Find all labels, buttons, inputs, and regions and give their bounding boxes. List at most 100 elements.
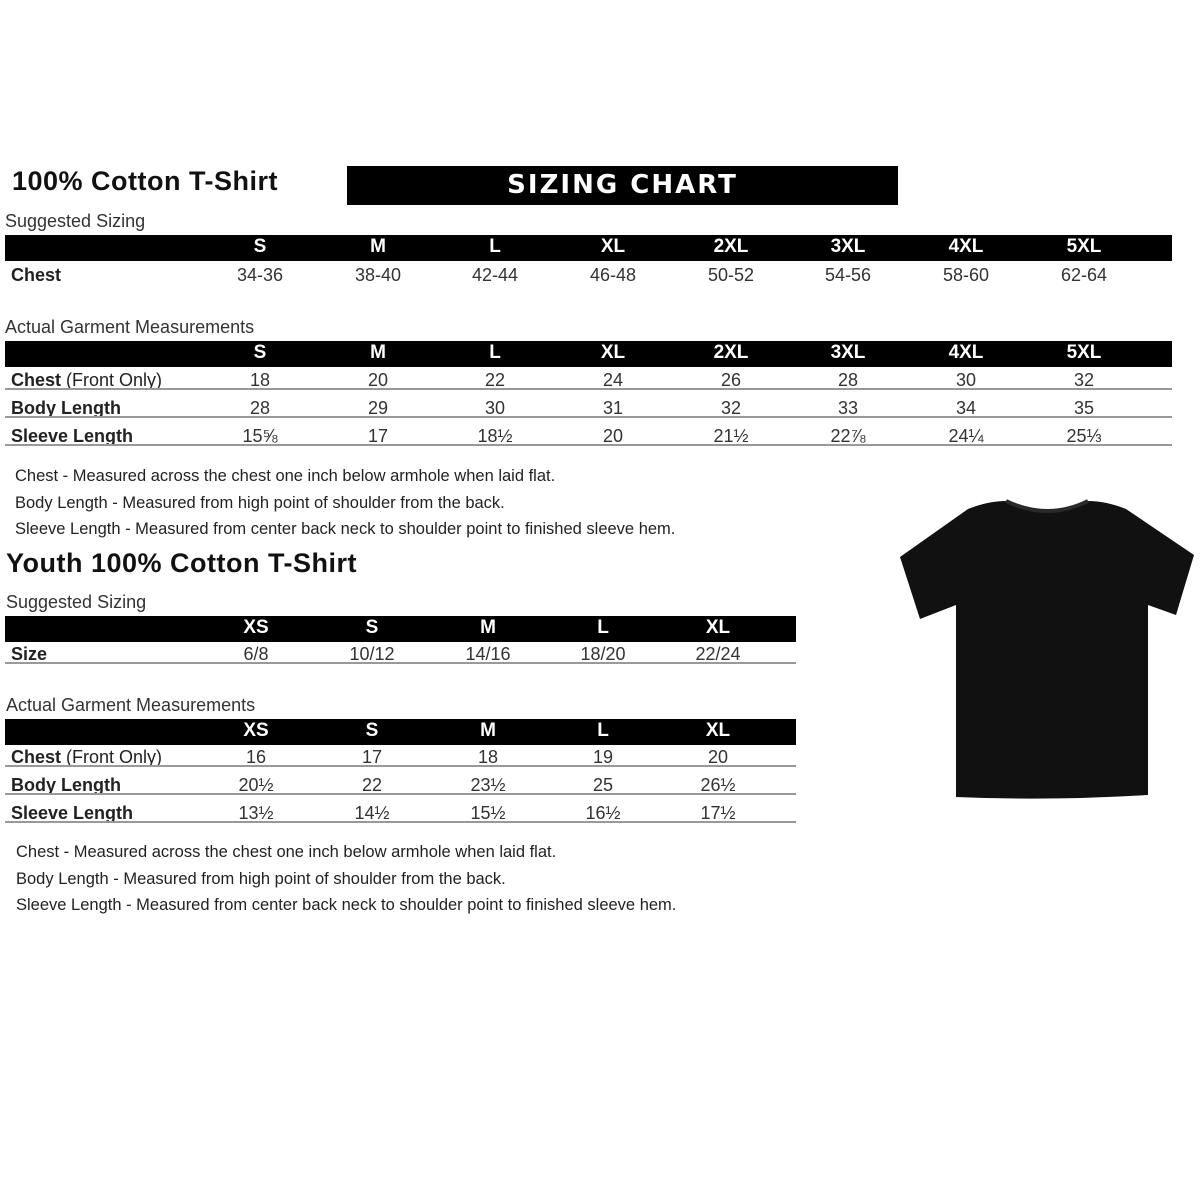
table-cell: 17 <box>367 426 389 446</box>
row-divider <box>5 388 1172 390</box>
youth-size-header: XS S M L XL <box>5 616 796 642</box>
table-row: Chest (Front Only) 16 17 18 19 20 <box>0 747 796 775</box>
row-divider <box>5 765 796 767</box>
table-cell: 19 <box>592 747 614 767</box>
table-cell: 18½ <box>477 426 513 446</box>
table-cell: 34 <box>955 398 977 418</box>
table-cell: 42-44 <box>471 265 519 285</box>
measurement-note: Body Length - Measured from high point o… <box>16 869 506 888</box>
size-header-cell: 2XL <box>713 342 749 363</box>
table-cell: 29 <box>367 398 389 418</box>
size-header-cell: S <box>365 617 379 638</box>
row-label-text: Chest <box>11 370 62 390</box>
measurement-note: Chest - Measured across the chest one in… <box>15 467 556 485</box>
black-tshirt-icon <box>900 499 1194 799</box>
size-header-cell: S <box>253 236 267 257</box>
row-label-text: Body Length <box>11 775 121 795</box>
table-cell: 15½ <box>470 803 506 823</box>
table-cell: 50-52 <box>707 265 755 285</box>
table-cell: 34-36 <box>236 265 284 285</box>
table-cell: 31 <box>602 398 624 418</box>
table-row: Size 6/8 10/12 14/16 18/20 22/24 <box>0 644 796 672</box>
table-cell: 62-64 <box>1060 265 1108 285</box>
table-cell: 24¼ <box>948 426 984 446</box>
size-header-cell: M <box>480 617 496 638</box>
table-cell: 30 <box>484 398 506 418</box>
table-cell: 46-48 <box>589 265 637 285</box>
adult-title: 100% Cotton T-Shirt <box>12 166 279 196</box>
row-label-suffix: (Front Only) <box>61 370 163 390</box>
row-label: Body Length <box>11 398 121 419</box>
row-label-text: Sleeve Length <box>11 426 134 446</box>
size-header-cell: 3XL <box>830 236 866 257</box>
row-divider <box>5 416 1172 418</box>
table-cell: 30 <box>955 370 977 390</box>
measurement-note: Body Length - Measured from high point o… <box>15 493 505 512</box>
table-cell: 58-60 <box>942 265 990 285</box>
size-header-cell: XL <box>705 617 731 638</box>
size-header-cell: XS <box>243 617 269 638</box>
table-cell: 14½ <box>354 803 390 823</box>
adult-size-header: S M L XL 2XL 3XL 4XL 5XL <box>5 341 1172 367</box>
table-cell: 23½ <box>470 775 506 795</box>
table-cell: 6/8 <box>243 644 269 664</box>
row-label-text: Body Length <box>11 398 121 418</box>
table-cell: 28 <box>249 398 271 418</box>
table-cell: 25⅓ <box>1066 426 1102 446</box>
adult-actual-label: Actual Garment Measurements <box>5 317 255 337</box>
size-header-cell: S <box>365 720 379 741</box>
size-header-cell: 2XL <box>713 236 749 257</box>
table-row: Sleeve Length 15⅝ 17 18½ 20 21½ 22⅞ 24¼ 25⅓ <box>0 426 1172 454</box>
table-cell: 20 <box>707 747 729 767</box>
table-cell: 18/20 <box>580 644 626 664</box>
row-divider <box>5 662 796 664</box>
size-header-cell: XS <box>243 720 269 741</box>
table-cell: 22/24 <box>695 644 741 664</box>
size-header-cell: M <box>370 342 386 363</box>
table-cell: 22⅞ <box>830 426 866 446</box>
table-row: Chest 34-36 38-40 42-44 46-48 50-52 54-56 58-60… <box>0 265 1172 293</box>
table-cell: 18 <box>249 370 271 390</box>
row-label: Sleeve Length <box>11 426 133 447</box>
row-divider <box>5 821 796 823</box>
row-divider <box>5 793 796 795</box>
table-cell: 33 <box>837 398 859 418</box>
row-label: Chest (Front Only) <box>11 747 162 768</box>
table-cell: 25 <box>592 775 614 795</box>
table-row: Body Length 28 29 30 31 32 33 34 35 <box>0 398 1172 426</box>
table-cell: 38-40 <box>354 265 402 285</box>
table-cell: 54-56 <box>824 265 872 285</box>
row-label-text: Size <box>11 644 48 664</box>
table-cell: 26½ <box>700 775 736 795</box>
size-header-cell: XL <box>600 236 626 257</box>
table-cell: 17 <box>361 747 383 767</box>
size-header-cell: XL <box>705 720 731 741</box>
table-cell: 22 <box>361 775 383 795</box>
table-cell: 15⅝ <box>242 426 278 446</box>
size-header-cell: L <box>597 720 609 741</box>
table-cell: 24 <box>602 370 624 390</box>
row-label-suffix: (Front Only) <box>61 747 163 767</box>
size-header-cell: 4XL <box>948 342 984 363</box>
table-cell: 26 <box>720 370 742 390</box>
table-cell: 14/16 <box>465 644 511 664</box>
youth-title: Youth 100% Cotton T-Shirt <box>6 548 357 578</box>
row-label: Chest <box>11 265 61 286</box>
table-cell: 21½ <box>713 426 749 446</box>
row-label: Sleeve Length <box>11 803 133 824</box>
table-cell: 16½ <box>585 803 621 823</box>
sizing-chart-banner: SIZING CHART <box>347 166 898 205</box>
size-header-cell: 5XL <box>1066 342 1102 363</box>
size-header-cell: L <box>489 236 501 257</box>
row-label-text: Sleeve Length <box>11 803 134 823</box>
table-cell: 20½ <box>238 775 274 795</box>
table-row: Chest (Front Only) 18 20 22 24 26 28 30 32 <box>0 370 1172 398</box>
measurement-note: Sleeve Length - Measured from center bac… <box>16 896 677 914</box>
youth-size-header: XS S M L XL <box>5 719 796 745</box>
table-cell: 16 <box>245 747 267 767</box>
adult-suggested-label: Suggested Sizing <box>5 211 146 231</box>
row-label: Size <box>11 644 47 665</box>
size-header-cell: 4XL <box>948 236 984 257</box>
table-cell: 22 <box>484 370 506 390</box>
size-header-cell: 3XL <box>830 342 866 363</box>
